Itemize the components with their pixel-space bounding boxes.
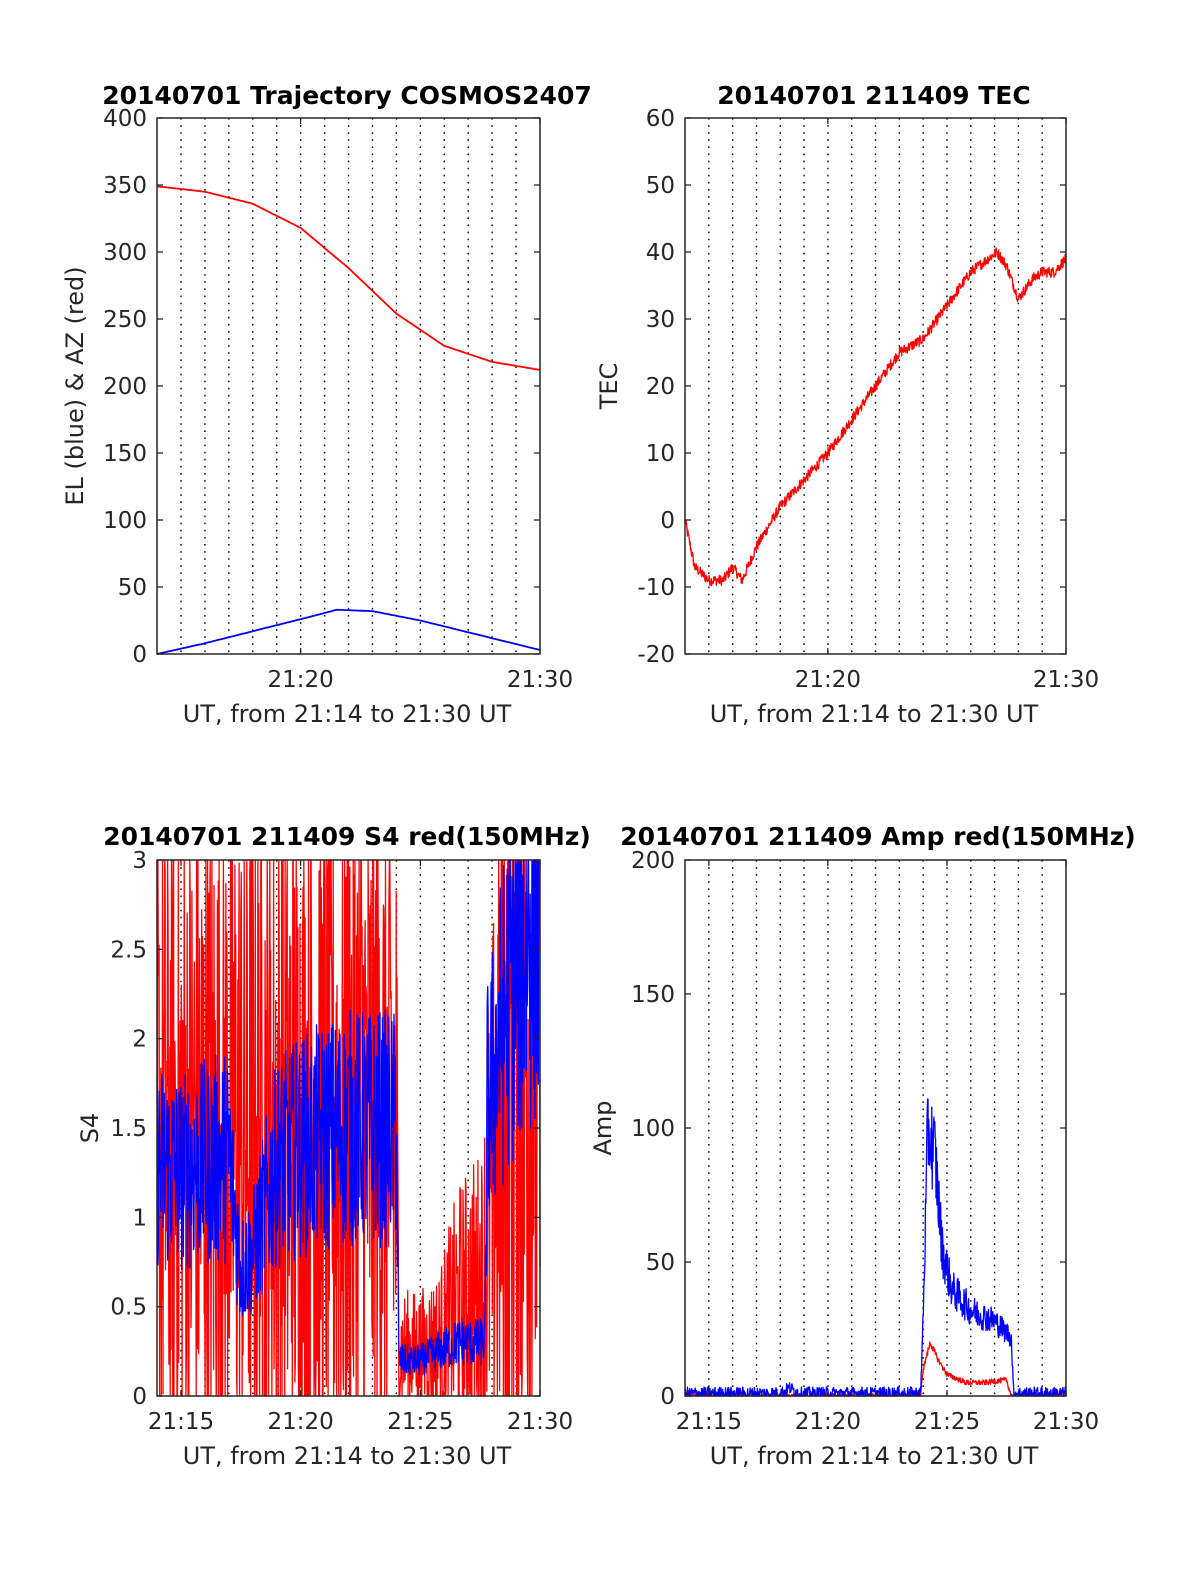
x-tick-label: 21:25 — [914, 1409, 980, 1435]
y-tick-label: 0 — [660, 508, 675, 534]
y-tick-label: -20 — [637, 642, 675, 668]
y-tick-label: 50 — [118, 575, 147, 601]
s4-blue-series-line — [156, 859, 541, 1376]
x-tick-label: 21:20 — [267, 1409, 333, 1435]
x-tick-label: 21:15 — [676, 1409, 742, 1435]
y-tick-label: 400 — [103, 106, 147, 132]
y-tick-label: 200 — [103, 374, 147, 400]
y-tick-label: 1 — [132, 1205, 147, 1231]
amp-panel: 0 50 100 150 200 21:15 21:20 21:25 21:30 2014070… — [589, 822, 1136, 1470]
tec-red-series-line — [684, 247, 1067, 587]
y-tick-label: 30 — [646, 307, 675, 333]
y-tick-label: 300 — [103, 240, 147, 266]
y-tick-label: 100 — [103, 508, 147, 534]
tec-ticks: -20 -10 0 10 20 30 40 50 60 21:20 21:30 — [637, 106, 1099, 693]
x-tick-label: 21:30 — [507, 1409, 573, 1435]
trajectory-title: 20140701 Trajectory COSMOS2407 — [102, 81, 592, 110]
y-tick-label: 0 — [132, 642, 147, 668]
y-tick-label: 3 — [132, 848, 147, 874]
y-tick-label: 350 — [103, 173, 147, 199]
s4-ticks: 0 0.5 1 1.5 2 2.5 3 21:15 21:20 21:25 21:30 — [110, 848, 573, 1435]
y-tick-label: 100 — [631, 1116, 675, 1142]
trajectory-series — [156, 185, 541, 655]
y-tick-label: 150 — [103, 441, 147, 467]
y-tick-label: 200 — [631, 848, 675, 874]
x-tick-label: 21:20 — [795, 667, 861, 693]
amp-ylabel: Amp — [589, 1100, 617, 1155]
trajectory-ticks: 0 50 100 150 200 250 300 350 400 21:20 21:30 — [103, 106, 573, 693]
trajectory-blue-series-line — [156, 608, 541, 655]
y-tick-label: 10 — [646, 441, 675, 467]
x-tick-label: 21:15 — [148, 1409, 214, 1435]
y-tick-label: 250 — [103, 307, 147, 333]
amp-xlabel: UT, from 21:14 to 21:30 UT — [710, 1442, 1039, 1470]
tec-panel: -20 -10 0 10 20 30 40 50 60 21:20 21:30 20140701 2… — [595, 81, 1099, 728]
y-tick-label: 2.5 — [110, 937, 147, 963]
s4-title: 20140701 211409 S4 red(150MHz) — [103, 822, 591, 851]
x-tick-label: 21:20 — [795, 1409, 861, 1435]
s4-ylabel: S4 — [76, 1113, 104, 1144]
y-tick-label: 50 — [646, 173, 675, 199]
x-tick-label: 21:30 — [1033, 1409, 1099, 1435]
trajectory-ylabel: EL (blue) & AZ (red) — [61, 266, 89, 505]
trajectory-xlabel: UT, from 21:14 to 21:30 UT — [183, 700, 512, 728]
x-tick-label: 21:30 — [507, 667, 573, 693]
y-tick-label: -10 — [637, 575, 675, 601]
y-tick-label: 0.5 — [110, 1295, 147, 1321]
s4-xlabel: UT, from 21:14 to 21:30 UT — [183, 1442, 512, 1470]
tec-xlabel: UT, from 21:14 to 21:30 UT — [710, 700, 1039, 728]
y-tick-label: 0 — [132, 1384, 147, 1410]
x-tick-label: 21:25 — [387, 1409, 453, 1435]
x-tick-label: 21:20 — [267, 667, 333, 693]
y-tick-label: 50 — [646, 1250, 675, 1276]
s4-panel: 0 0.5 1 1.5 2 2.5 3 21:15 21:20 21:25 21:30 201407… — [76, 822, 591, 1470]
trajectory-panel: 0 50 100 150 200 250 300 350 400 21:20 21:30 20140… — [61, 81, 592, 728]
y-tick-label: 0 — [660, 1384, 675, 1410]
x-tick-label: 21:30 — [1033, 667, 1099, 693]
y-tick-label: 150 — [631, 982, 675, 1008]
y-tick-label: 40 — [646, 240, 675, 266]
y-tick-label: 2 — [132, 1027, 147, 1053]
amp-ticks: 0 50 100 150 200 21:15 21:20 21:25 21:30 — [631, 848, 1099, 1435]
tec-series — [684, 247, 1067, 587]
y-tick-label: 1.5 — [110, 1116, 147, 1142]
y-tick-label: 20 — [646, 374, 675, 400]
trajectory-red-series-line — [156, 185, 541, 371]
y-tick-label: 60 — [646, 106, 675, 132]
tec-ylabel: TEC — [595, 363, 623, 411]
tec-title: 20140701 211409 TEC — [717, 81, 1030, 110]
amp-title: 20140701 211409 Amp red(150MHz) — [620, 822, 1136, 851]
